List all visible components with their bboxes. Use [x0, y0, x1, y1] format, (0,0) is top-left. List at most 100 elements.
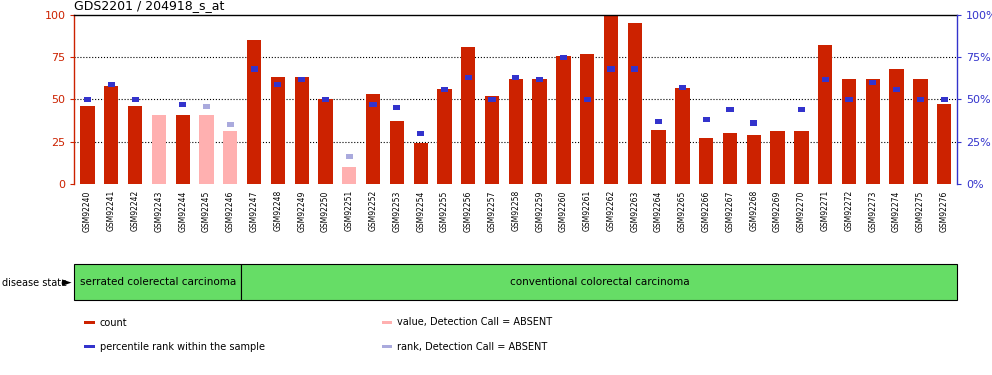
Bar: [917, 97, 924, 102]
Bar: [393, 105, 401, 110]
Bar: [132, 97, 139, 102]
Bar: [437, 89, 451, 184]
Bar: [890, 69, 904, 184]
Text: GSM92256: GSM92256: [463, 190, 473, 232]
Text: rank, Detection Call = ABSENT: rank, Detection Call = ABSENT: [397, 342, 548, 352]
Text: GSM92266: GSM92266: [701, 190, 710, 232]
Text: GSM92271: GSM92271: [820, 190, 829, 231]
Bar: [557, 56, 570, 184]
Bar: [84, 97, 91, 102]
Text: GSM92273: GSM92273: [868, 190, 877, 232]
Bar: [821, 76, 828, 82]
Text: GSM92250: GSM92250: [321, 190, 330, 232]
Bar: [369, 102, 377, 107]
Text: GSM92248: GSM92248: [274, 190, 283, 231]
Text: GDS2201 / 204918_s_at: GDS2201 / 204918_s_at: [74, 0, 225, 12]
Text: GSM92243: GSM92243: [155, 190, 164, 232]
Text: ►: ►: [62, 277, 71, 290]
Text: GSM92246: GSM92246: [226, 190, 235, 232]
Bar: [152, 115, 166, 184]
Text: GSM92270: GSM92270: [797, 190, 806, 232]
Bar: [128, 106, 142, 184]
Bar: [750, 120, 757, 126]
Bar: [937, 104, 951, 184]
Text: GSM92269: GSM92269: [773, 190, 782, 232]
Bar: [818, 45, 832, 184]
Text: GSM92260: GSM92260: [558, 190, 568, 232]
Bar: [533, 79, 547, 184]
Bar: [318, 99, 332, 184]
Bar: [509, 79, 523, 184]
Text: GSM92258: GSM92258: [511, 190, 521, 231]
Bar: [655, 119, 663, 124]
Bar: [652, 130, 666, 184]
Bar: [893, 87, 900, 92]
Bar: [464, 75, 472, 80]
Text: GSM92274: GSM92274: [892, 190, 901, 232]
Bar: [104, 86, 118, 184]
Text: GSM92252: GSM92252: [369, 190, 378, 231]
Bar: [180, 102, 186, 107]
Bar: [342, 167, 356, 184]
Text: GSM92263: GSM92263: [630, 190, 639, 232]
Text: GSM92257: GSM92257: [487, 190, 497, 232]
Bar: [580, 54, 594, 184]
Text: GSM92247: GSM92247: [250, 190, 259, 232]
Text: percentile rank within the sample: percentile rank within the sample: [99, 342, 265, 352]
Bar: [795, 132, 808, 184]
Bar: [251, 66, 258, 72]
Bar: [414, 143, 428, 184]
Bar: [321, 97, 329, 102]
Bar: [628, 23, 642, 184]
Bar: [869, 80, 876, 85]
Bar: [461, 47, 475, 184]
Bar: [747, 135, 761, 184]
Bar: [80, 106, 94, 184]
Text: conventional colorectal carcinoma: conventional colorectal carcinoma: [510, 277, 689, 287]
Bar: [699, 138, 713, 184]
Bar: [771, 132, 785, 184]
Bar: [223, 132, 237, 184]
Bar: [366, 94, 380, 184]
Bar: [298, 76, 306, 82]
Bar: [275, 82, 282, 87]
Bar: [295, 78, 309, 184]
Text: GSM92268: GSM92268: [749, 190, 758, 231]
Bar: [247, 40, 261, 184]
Bar: [604, 15, 618, 184]
Bar: [390, 122, 404, 184]
Bar: [440, 87, 448, 92]
Text: GSM92251: GSM92251: [345, 190, 354, 231]
Text: GSM92255: GSM92255: [439, 190, 449, 232]
Text: GSM92254: GSM92254: [417, 190, 426, 232]
Bar: [798, 107, 805, 112]
Bar: [108, 82, 115, 87]
Text: GSM92244: GSM92244: [179, 190, 187, 232]
Bar: [726, 107, 734, 112]
Bar: [559, 55, 567, 60]
Bar: [940, 97, 947, 102]
Bar: [345, 154, 353, 159]
Text: GSM92245: GSM92245: [202, 190, 211, 232]
Text: GSM92241: GSM92241: [107, 190, 116, 231]
Bar: [702, 117, 710, 122]
Bar: [676, 88, 689, 184]
Text: disease state: disease state: [2, 278, 67, 288]
Bar: [536, 76, 544, 82]
Bar: [488, 97, 496, 102]
Bar: [631, 66, 639, 72]
Text: GSM92242: GSM92242: [131, 190, 140, 231]
Bar: [845, 97, 852, 102]
Bar: [176, 115, 189, 184]
Bar: [723, 133, 737, 184]
Text: GSM92249: GSM92249: [298, 190, 307, 232]
Bar: [914, 79, 928, 184]
Text: GSM92267: GSM92267: [725, 190, 734, 232]
Text: value, Detection Call = ABSENT: value, Detection Call = ABSENT: [397, 318, 553, 327]
Bar: [417, 130, 425, 136]
Text: GSM92275: GSM92275: [916, 190, 925, 232]
Text: GSM92276: GSM92276: [939, 190, 948, 232]
Text: GSM92265: GSM92265: [678, 190, 686, 232]
Bar: [485, 96, 499, 184]
Bar: [866, 79, 880, 184]
